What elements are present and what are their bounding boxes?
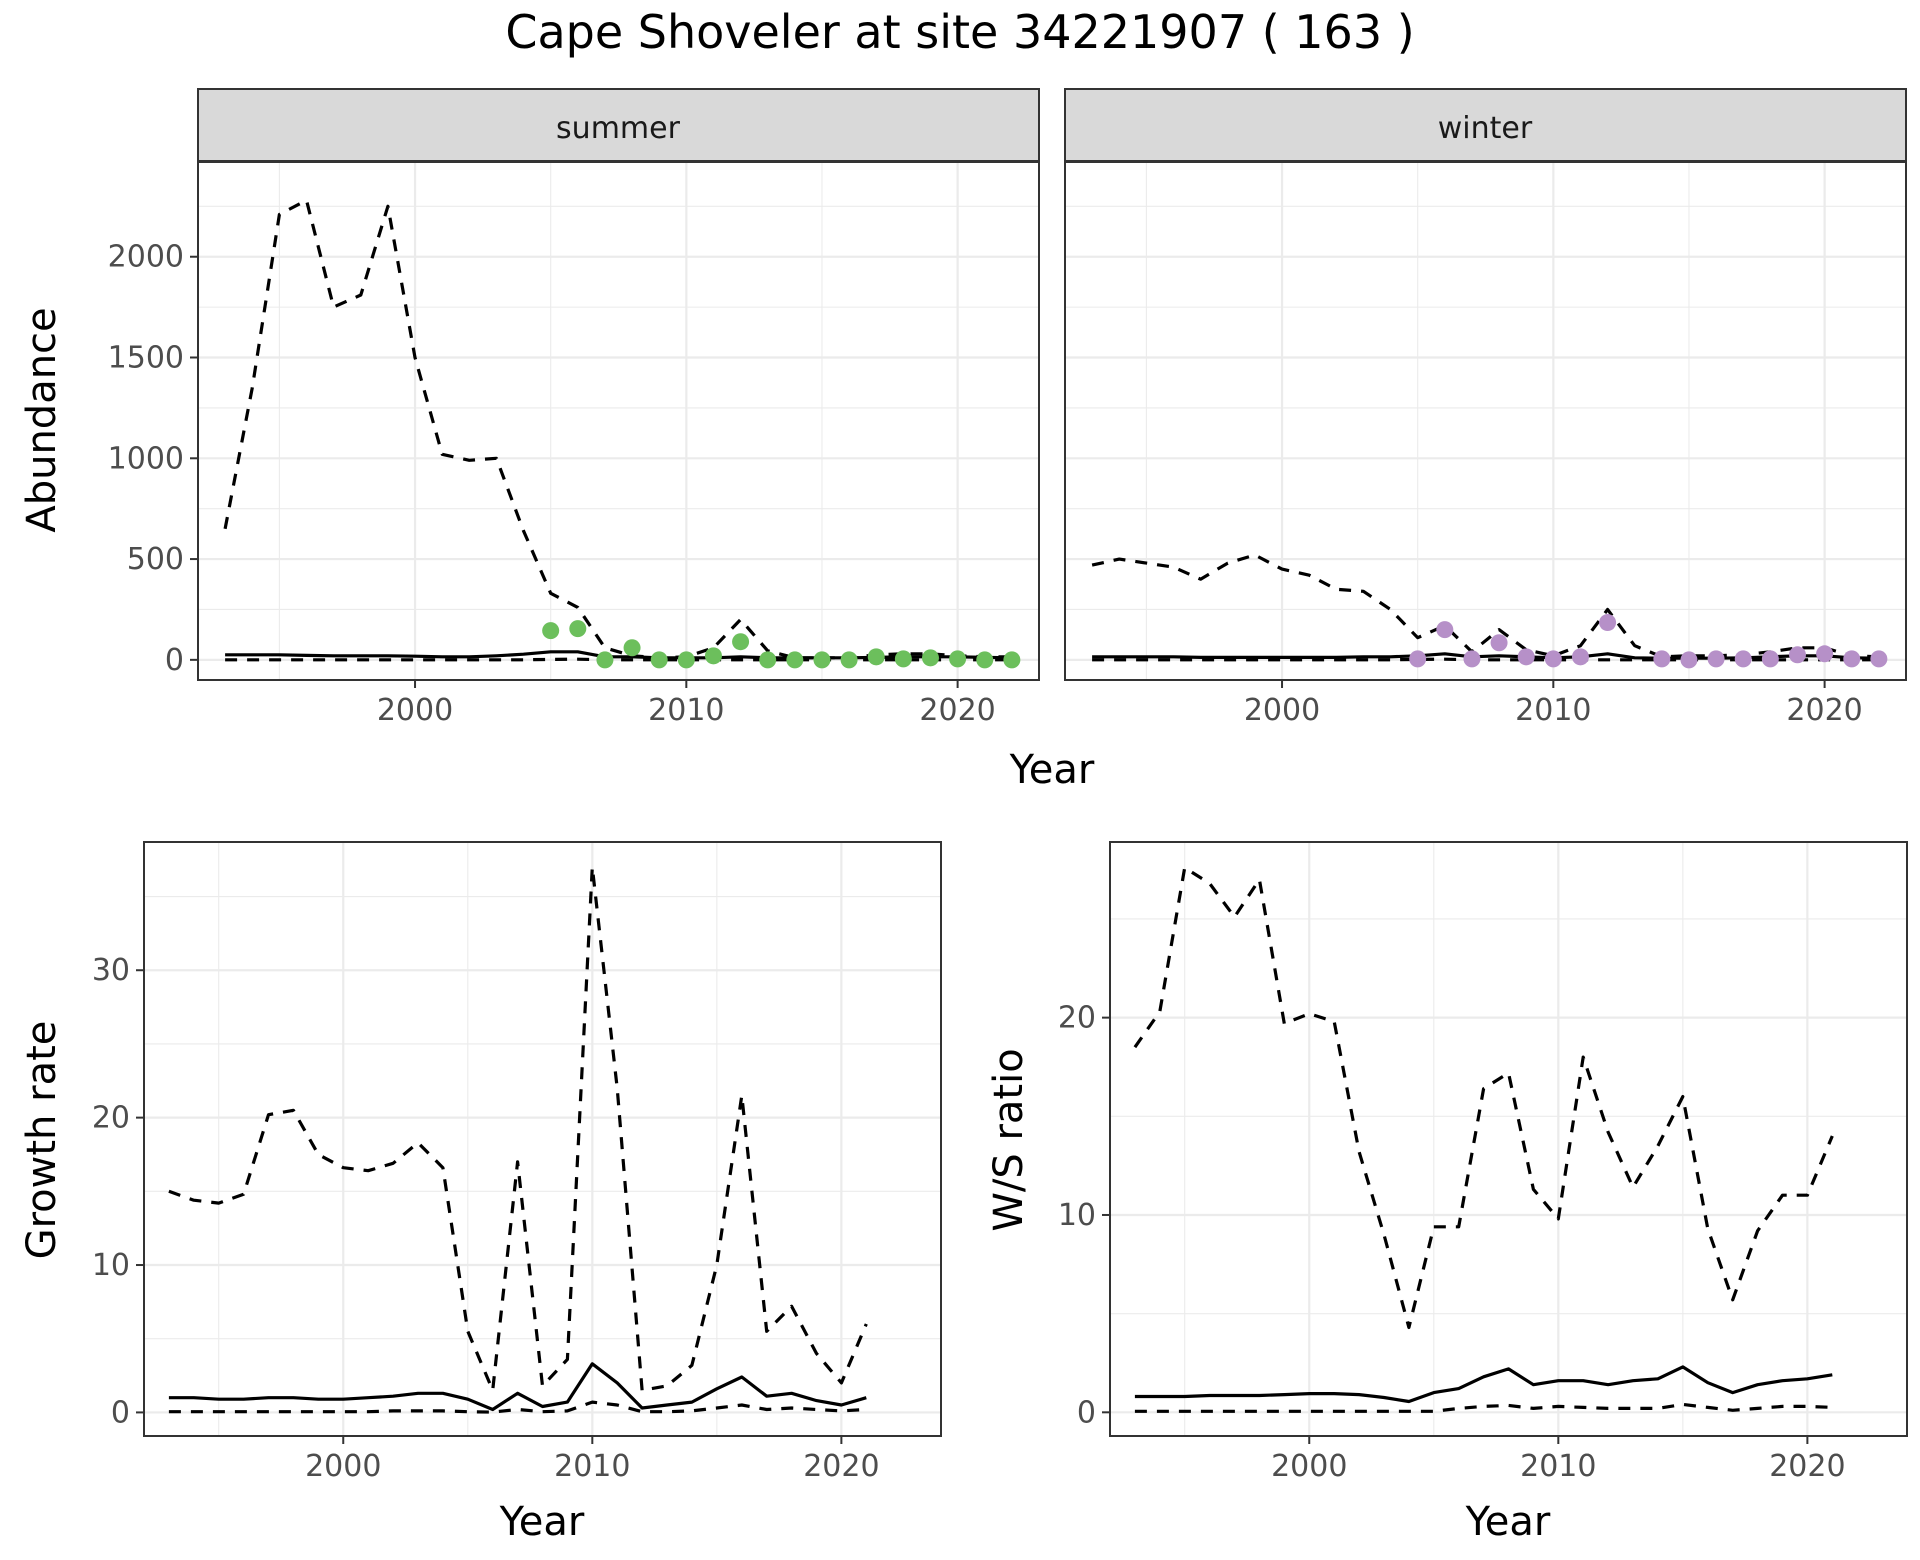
data-point [596,651,614,669]
y-tick-label: 10 [1058,1198,1096,1233]
x-tick-label: 2010 [554,1449,630,1484]
x-tick-label: 2010 [1515,693,1591,728]
data-point [1003,651,1021,669]
y-tick-label: 0 [111,1395,130,1430]
x-tick-label: 2010 [648,693,724,728]
y-tick-label: 0 [165,643,184,678]
strip-label-summer: summer [556,111,681,146]
data-point [1517,648,1535,666]
data-point [1843,650,1861,668]
data-point [840,651,858,669]
y-tick-label: 1000 [108,441,184,476]
data-point [1571,648,1589,666]
data-point [732,633,750,651]
panel-winter: 2000 2010 2020 [1064,161,1907,728]
data-point [1707,650,1725,668]
data-point [921,649,939,667]
data-point [704,647,722,665]
y-tick-label: 30 [92,953,130,988]
data-point [949,650,967,668]
x-tick-label: 2010 [1520,1449,1596,1484]
x-tick-label: 2000 [1244,693,1320,728]
top-y-axis-title: Abundance [19,307,65,532]
series-line-upper [168,865,868,1392]
ratio-y-axis-title: W/S ratio [986,1048,1032,1231]
data-point [1761,650,1779,668]
series-line-upper [1133,866,1834,1330]
data-point [813,651,831,669]
panel-border [143,841,942,1437]
data-point [1653,650,1671,668]
series-line-median [168,1362,867,1412]
data-point [1680,651,1698,669]
data-point [1409,650,1427,668]
strip-winter [1064,88,1907,162]
data-point [759,651,777,669]
y-tick-label: 20 [92,1101,130,1136]
y-tick-label: 2000 [108,240,184,275]
x-tick-label: 2000 [377,693,453,728]
panel-ws-ratio: 2000 2010 2020 0 10 20 [1058,841,1908,1484]
growth-x-axis-title: Year [499,1499,585,1545]
y-tick-label: 20 [1058,1001,1096,1036]
panel-border [1109,841,1908,1437]
data-point [1734,650,1752,668]
data-point [650,651,668,669]
y-tick-label: 0 [1077,1395,1096,1430]
figure-title: Cape Shoveler at site 34221907 ( 163 ) [505,5,1414,59]
series-line-median [1134,1365,1833,1404]
panel-border [1064,161,1907,681]
x-tick-label: 2020 [1786,693,1862,728]
data-point [1870,650,1888,668]
series-line-upper [223,198,1012,660]
x-tick-label: 2020 [1769,1449,1845,1484]
data-point [867,648,885,666]
data-point [894,650,912,668]
series-line-lower [1134,1402,1833,1413]
data-point [1544,650,1562,668]
y-tick-label: 10 [92,1248,130,1283]
x-tick-label: 2020 [919,693,995,728]
strip-summer [197,88,1040,162]
series-line-lower [168,1400,867,1414]
data-point [1816,645,1834,663]
data-point [623,639,641,657]
data-point [1788,646,1806,664]
panel-growth-rate: 2000 2010 2020 0 10 20 30 [92,841,942,1484]
y-tick-label: 500 [127,542,184,577]
panel-border [197,161,1040,681]
data-point [1490,634,1508,652]
ratio-x-axis-title: Year [1465,1499,1551,1545]
strip-label-winter: winter [1438,111,1533,146]
top-x-axis-title: Year [1009,747,1095,793]
data-point [569,620,587,638]
x-tick-label: 2000 [305,1449,381,1484]
y-tick-label: 1500 [108,341,184,376]
panel-summer: 2000 2010 2020 0 500 1000 1500 2000 [108,161,1040,728]
data-point [1463,650,1481,668]
data-point [786,651,804,669]
growth-y-axis-title: Growth rate [19,1021,65,1260]
data-point [677,651,695,669]
data-point [976,651,994,669]
x-tick-label: 2000 [1271,1449,1347,1484]
x-tick-label: 2020 [803,1449,879,1484]
data-point [1436,621,1454,639]
data-point [1599,614,1617,632]
data-point [542,622,560,640]
